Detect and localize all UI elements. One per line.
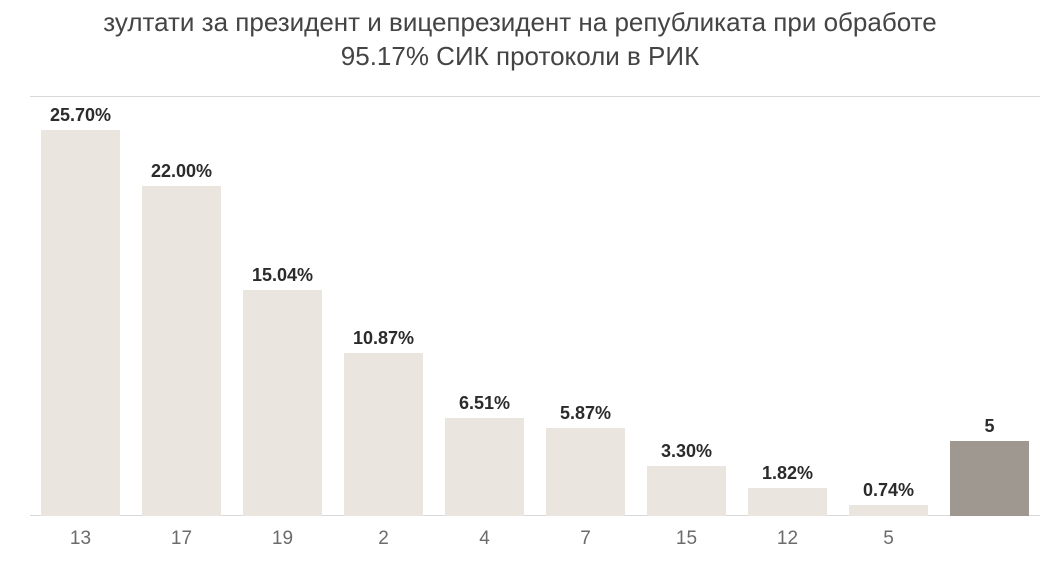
bar-slot: 22.00% [131,96,232,516]
x-axis-tick-label: 4 [434,528,535,550]
chart-title: зултати за президент и вицепрезидент на … [0,0,1040,74]
bar-rect [142,186,221,516]
x-axis-tick-label: 5 [838,528,939,550]
bars-container: 25.70% 22.00% 15.04% 10.87% 6.51% 5.87% 3.30% 1… [30,96,1040,516]
x-axis-tick-label: 2 [333,528,434,550]
bar-slot: 1.82% [737,96,838,516]
bar-rect [344,353,423,516]
bar-value-label: 1.82% [762,463,813,484]
x-axis-labels: 13171924715125 [30,528,1040,550]
bar-value-label: 6.51% [459,393,510,414]
bar-rect [647,466,726,516]
bar-rect [243,290,322,516]
bar-rect [748,488,827,515]
bar-rect [849,505,928,516]
bar-value-label: 15.04% [252,265,313,286]
bar-slot: 0.74% [838,96,939,516]
x-axis-tick-label: 7 [535,528,636,550]
bar-slot: 15.04% [232,96,333,516]
x-axis-tick-label: 17 [131,528,232,550]
bar-value-label: 0.74% [863,480,914,501]
x-axis-tick-label: 15 [636,528,737,550]
bar-value-label: 10.87% [353,328,414,349]
chart-title-line1: зултати за президент и вицепрезидент на … [103,7,936,37]
chart-title-line2: 95.17% СИК протоколи в РИК [341,41,699,71]
x-axis-tick-label: 19 [232,528,333,550]
bar-value-label: 5 [984,416,994,437]
bar-rect [546,428,625,516]
bar-slot: 3.30% [636,96,737,516]
x-axis-tick-label: 12 [737,528,838,550]
bar-slot: 5 [939,96,1040,516]
bar-value-label: 25.70% [50,105,111,126]
bar-rect [445,418,524,516]
bar-value-label: 5.87% [560,403,611,424]
bar-slot: 10.87% [333,96,434,516]
bar-value-label: 3.30% [661,441,712,462]
bar-rect [950,441,1029,516]
bar-slot: 25.70% [30,96,131,516]
bar-slot: 6.51% [434,96,535,516]
bar-slot: 5.87% [535,96,636,516]
chart-area: 25.70% 22.00% 15.04% 10.87% 6.51% 5.87% 3.30% 1… [0,96,1040,556]
bar-value-label: 22.00% [151,161,212,182]
x-axis-tick-label [939,528,1040,550]
x-axis-tick-label: 13 [30,528,131,550]
bar-rect [41,130,120,516]
